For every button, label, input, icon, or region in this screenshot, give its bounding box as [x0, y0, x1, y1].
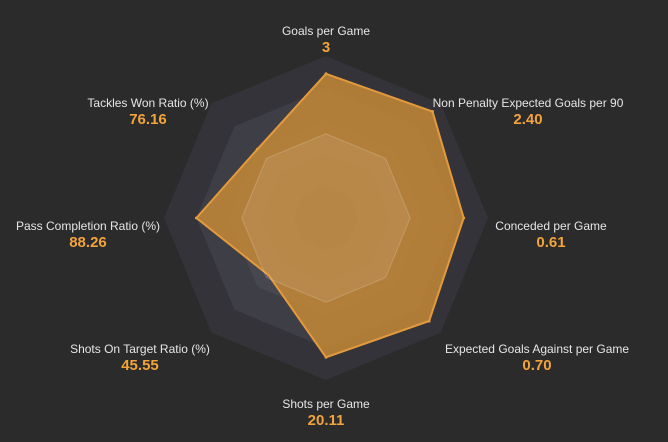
- axis-label-name: Non Penalty Expected Goals per 90: [432, 96, 624, 110]
- series-point: [462, 216, 466, 220]
- axis-label-value: 0.61: [536, 234, 566, 251]
- series-point: [255, 147, 259, 151]
- axis-label: Shots On Target Ratio (%) 45.55: [70, 342, 210, 375]
- radar-series: [194, 72, 466, 359]
- series-point: [324, 72, 328, 76]
- axis-label: Non Penalty Expected Goals per 90 2.40: [433, 96, 624, 129]
- series-point: [324, 355, 328, 359]
- axis-label-value: 88.26: [69, 234, 107, 251]
- axis-label: Goals per Game 3: [282, 24, 370, 57]
- axis-label-name: Shots On Target Ratio (%): [70, 342, 210, 356]
- axis-label-value: 20.11: [307, 412, 345, 429]
- axis-label-name: Tackles Won Ratio (%): [87, 96, 209, 110]
- series-point: [194, 216, 198, 220]
- axis-label-name: Conceded per Game: [495, 219, 607, 233]
- series-point: [427, 319, 431, 323]
- axis-label-value: 76.16: [129, 111, 167, 128]
- axis-label: Tackles Won Ratio (%) 76.16: [87, 96, 208, 129]
- axis-label: Conceded per Game 0.61: [495, 219, 606, 252]
- axis-label-name: Shots per Game: [282, 397, 370, 411]
- axis-label-value: 45.55: [121, 357, 159, 374]
- axis-label-name: Pass Completion Ratio (%): [15, 219, 161, 233]
- axis-label-value: 0.70: [522, 357, 552, 374]
- series-point: [431, 110, 434, 113]
- axis-label-name: Goals per Game: [281, 24, 371, 38]
- axis-label-value: 2.40: [513, 111, 543, 128]
- axis-label-name: Expected Goals Against per Game: [444, 342, 630, 356]
- axis-label: Shots per Game 20.11: [282, 397, 369, 430]
- axis-label-value: 3: [321, 39, 331, 56]
- axis-label: Pass Completion Ratio (%) 88.26: [16, 219, 160, 252]
- axis-label: Expected Goals Against per Game 0.70: [445, 342, 629, 375]
- series-inner-ring: [241, 133, 411, 303]
- series-point: [267, 273, 271, 277]
